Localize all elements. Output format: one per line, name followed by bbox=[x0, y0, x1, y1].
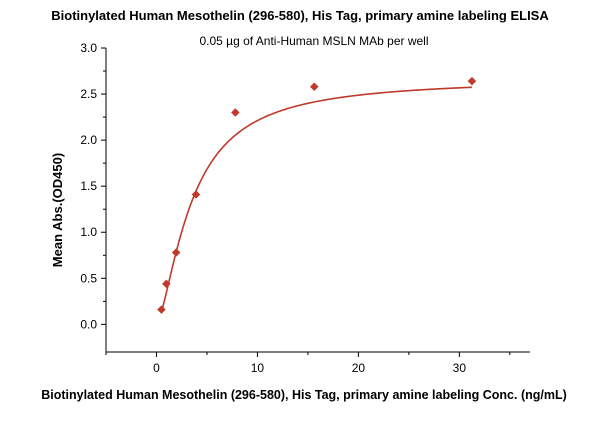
data-point bbox=[191, 190, 201, 199]
x-tick-label: 0 bbox=[153, 361, 160, 375]
data-point bbox=[467, 76, 477, 86]
chart-title: Biotinylated Human Mesothelin (296-580),… bbox=[51, 8, 549, 23]
y-tick-label: 2.0 bbox=[80, 133, 97, 147]
x-ticks: 0 10 20 30 bbox=[105, 352, 511, 375]
x-axis-label: Biotinylated Human Mesothelin (296-580),… bbox=[41, 388, 567, 402]
data-point bbox=[162, 279, 171, 289]
data-points bbox=[157, 76, 477, 314]
y-tick-label: 3.0 bbox=[80, 41, 97, 55]
y-tick-label: 0.0 bbox=[80, 317, 97, 331]
axes bbox=[105, 48, 530, 353]
data-point bbox=[157, 305, 166, 314]
x-tick-label: 10 bbox=[251, 361, 265, 375]
y-tick-label: 1.5 bbox=[80, 179, 97, 193]
chart-subtitle: 0.05 µg of Anti-Human MSLN MAb per well bbox=[199, 34, 428, 48]
y-ticks: 0.0 0.5 1.0 1.5 2.0 2.5 3.0 bbox=[80, 41, 106, 331]
y-axis-label: Mean Abs.(OD450) bbox=[50, 153, 65, 267]
y-tick-label: 2.5 bbox=[80, 87, 97, 101]
data-point bbox=[230, 108, 240, 117]
data-point bbox=[171, 248, 181, 257]
fit-curve-group bbox=[160, 86, 472, 313]
y-tick-label: 1.0 bbox=[80, 225, 97, 239]
data-point bbox=[309, 82, 319, 92]
fit-curve bbox=[160, 86, 472, 313]
x-tick-label: 30 bbox=[453, 361, 467, 375]
x-tick-label: 20 bbox=[352, 361, 366, 375]
y-tick-label: 0.5 bbox=[80, 271, 97, 285]
